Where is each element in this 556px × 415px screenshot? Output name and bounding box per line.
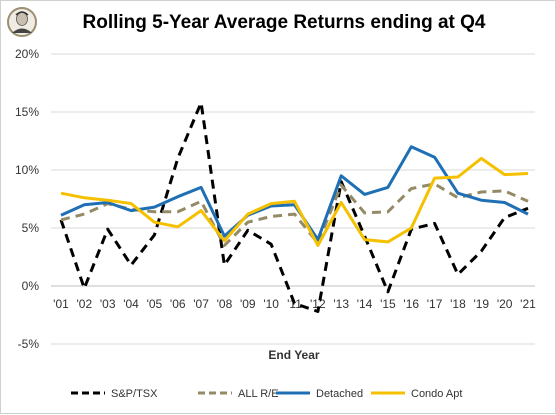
y-tick-label: 0% [22,279,40,293]
grid-lines [51,53,535,345]
legend: S&P/TSX ALL R/E Detached Condo Apt [71,388,462,400]
x-tick-label: '15 [380,297,396,311]
x-tick-label: '20 [497,297,513,311]
x-tick-label: '04 [123,297,139,311]
series-line-condo-apt [60,156,529,247]
x-tick-label: '21 [520,297,536,311]
x-tick-label: '17 [427,297,443,311]
x-axis-ticks: '01 '02 '03 '04 '05 '06 '07 '08 '09 '10 '11 '12 '13 '… [53,297,536,311]
legend-label: S&P/TSX [111,388,158,400]
x-axis-title: End Year [268,348,319,362]
series-line-detached [60,145,529,242]
x-tick-label: '16 [403,297,419,311]
chart-title: Rolling 5-Year Average Returns ending at… [83,12,486,33]
y-tick-label: 5% [22,221,40,235]
legend-label: ALL R/E [238,388,279,400]
x-tick-label: '06 [170,297,186,311]
legend-label: Detached [316,388,363,400]
x-tick-label: '03 [100,297,116,311]
author-portrait-icon [7,7,37,37]
x-tick-label: '11 [287,297,302,311]
x-tick-label: '13 [333,297,349,311]
x-tick-label: '18 [450,297,466,311]
series-lines [59,101,529,313]
x-tick-label: '09 [240,297,256,311]
y-tick-label: 15% [15,105,39,119]
x-tick-label: '12 [310,297,326,311]
x-tick-label: '07 [193,297,209,311]
x-tick-label: '08 [217,297,233,311]
y-tick-label: -5% [18,337,40,351]
x-tick-label: '05 [147,297,163,311]
x-tick-label: '10 [263,297,279,311]
y-axis-ticks: -5% 0% 5% 10% 15% 20% [15,47,39,351]
y-tick-label: 10% [15,163,39,177]
y-tick-label: 20% [15,47,39,61]
x-tick-label: '02 [77,297,93,311]
x-tick-label: '14 [357,297,373,311]
x-tick-label: '19 [473,297,489,311]
x-tick-label: '01 [53,297,69,311]
series-line-s-p-tsx [59,101,529,313]
legend-label: Condo Apt [411,388,462,400]
